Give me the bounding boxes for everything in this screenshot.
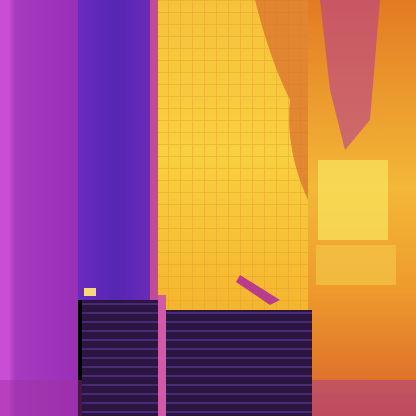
warm-panel (316, 245, 396, 285)
right-shadow (320, 0, 380, 150)
dark-column (78, 0, 154, 300)
pipe (236, 275, 280, 305)
left-edge (0, 0, 10, 416)
left-grille (82, 300, 162, 416)
grille-divider (158, 295, 166, 416)
column-edge (150, 0, 158, 300)
facade-shadow (255, 0, 308, 200)
left-wall (0, 0, 78, 416)
hot-spot (318, 160, 388, 240)
right-grille (166, 310, 312, 416)
light-spot (84, 288, 96, 296)
